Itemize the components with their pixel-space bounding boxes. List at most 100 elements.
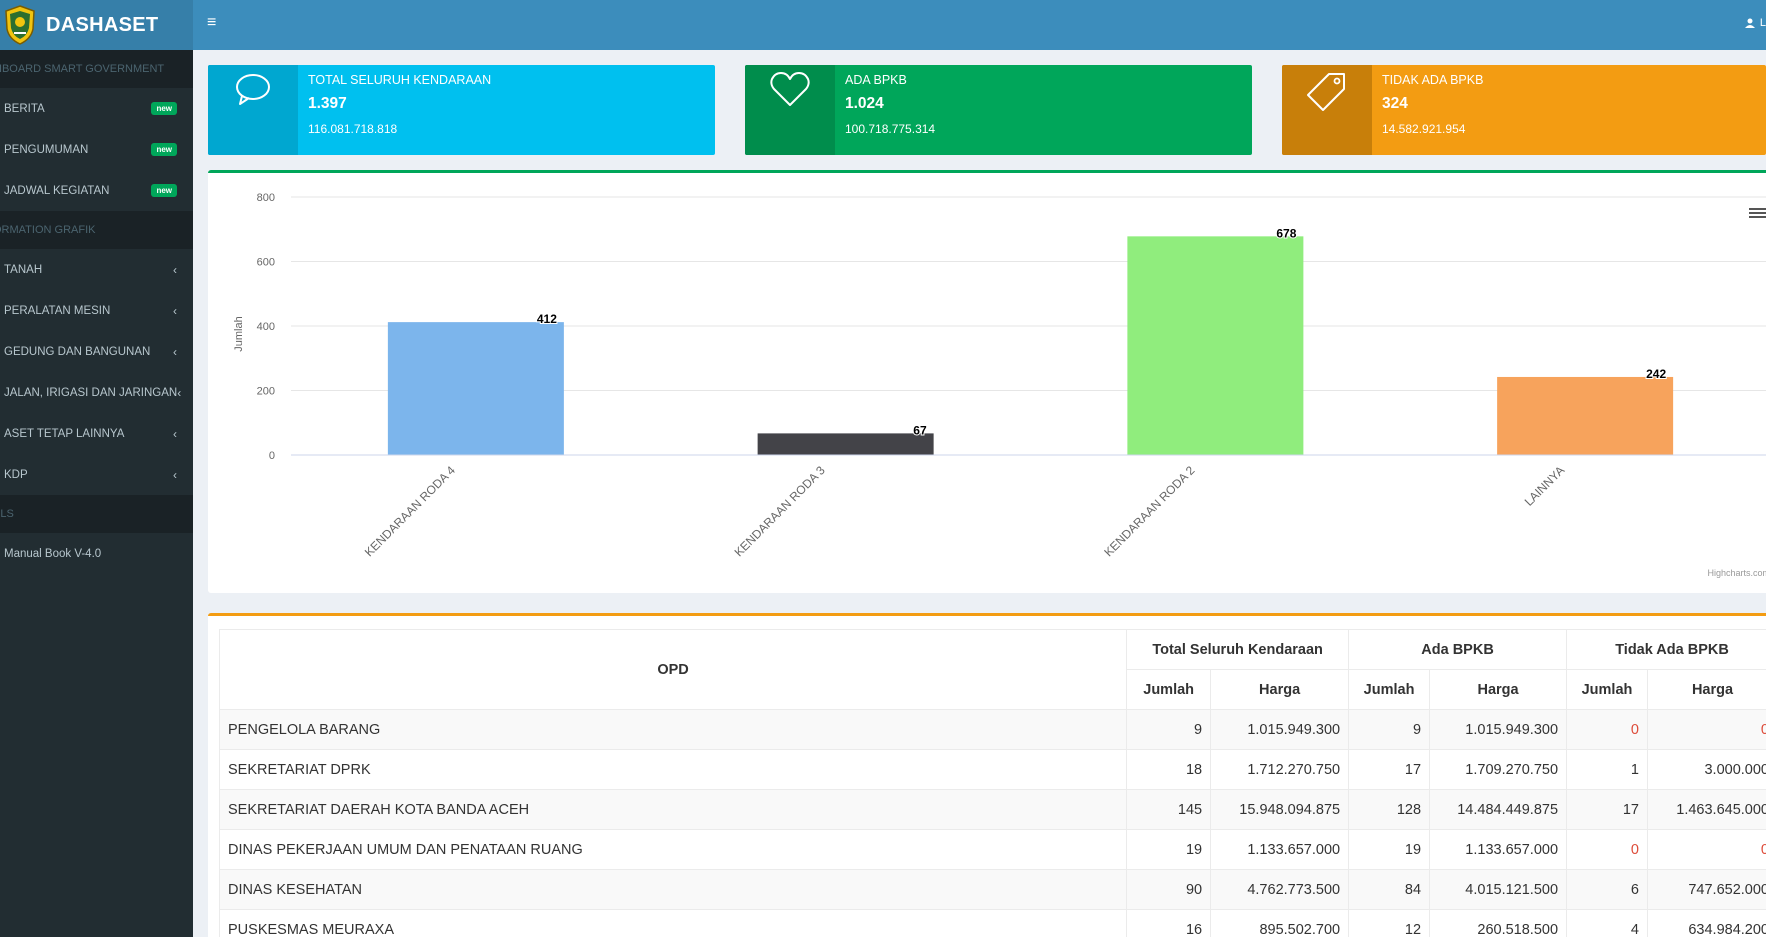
tidak-harga-cell: 3.000.000 <box>1646 749 1766 790</box>
opd-cell: SEKRETARIAT DAERAH KOTA BANDA ACEH <box>218 789 1128 830</box>
table-panel: OPD Total Seluruh Kendaraan Ada BPKB Tid… <box>208 613 1766 937</box>
total-harga-cell: 1.712.270.750 <box>1210 749 1350 790</box>
sidebar-item-gedung-dan-bangunan[interactable]: GEDUNG DAN BANGUNAN ‹ <box>0 331 193 372</box>
data-label: 678 <box>1276 226 1296 240</box>
sidebar-item-label: Manual Book V-4.0 <box>4 547 102 560</box>
sidebar-item-tanah[interactable]: TANAH ‹ <box>0 249 193 290</box>
table-row: DINAS PEKERJAAN UMUM DAN PENATAAN RUANG 1… <box>218 829 1766 870</box>
x-tick-label: LAINNYA <box>1522 463 1568 509</box>
sidebar-item-manual-book[interactable]: Manual Book V-4.0 <box>0 533 193 574</box>
ada-harga-cell: 260.518.500 <box>1429 909 1568 937</box>
group-header-total: Total Seluruh Kendaraan <box>1126 629 1350 670</box>
chevron-left-icon: ‹ <box>173 344 177 359</box>
chart-menu-icon[interactable] <box>1749 208 1766 218</box>
info-box-title: TOTAL SELURUH KENDARAAN <box>308 73 492 87</box>
total-jumlah-cell: 19 <box>1126 829 1212 870</box>
info-box-count: 1.397 <box>308 95 347 112</box>
table-row: DINAS KESEHATAN 90 4.762.773.500 84 4.015.12… <box>218 869 1766 910</box>
ada-jumlah-cell: 17 <box>1348 749 1431 790</box>
info-box-price: 14.582.921.954 <box>1382 122 1466 136</box>
group-header-ada-bpkb: Ada BPKB <box>1348 629 1568 670</box>
info-box-tidak-ada-bpkb: TIDAK ADA BPKB 324 14.582.921.954 <box>1282 65 1766 155</box>
chevron-left-icon: ‹ <box>173 426 177 441</box>
bar-kendaraan-roda-3 <box>757 433 934 455</box>
opd-cell: DINAS PEKERJAAN UMUM DAN PENATAAN RUANG <box>218 829 1128 870</box>
info-box-content: TOTAL SELURUH KENDARAAN 1.397 116.081.71… <box>298 65 501 155</box>
info-box-ada-bpkb: ADA BPKB 1.024 100.718.775.314 <box>745 65 1252 155</box>
tidak-jumlah-cell: 1 <box>1566 749 1648 790</box>
opd-kendaraan-table: OPD Total Seluruh Kendaraan Ada BPKB Tid… <box>218 629 1766 937</box>
new-badge: new <box>151 143 177 156</box>
heart-icon <box>770 72 810 106</box>
sidebar-item-label: JALAN, IRIGASI DAN JARINGAN <box>4 386 178 399</box>
opd-cell: DINAS KESEHATAN <box>218 869 1128 910</box>
total-harga-cell: 15.948.094.875 <box>1210 789 1350 830</box>
sidebar-item-label: JADWAL KEGIATAN <box>4 184 110 197</box>
user-icon <box>1744 18 1755 29</box>
data-label: 67 <box>913 423 927 437</box>
brand-logo[interactable]: DASHASET <box>0 0 193 50</box>
sidebar-item-berita[interactable]: BERITA new <box>0 88 193 129</box>
sidebar-item-peralatan-mesin[interactable]: PERALATAN MESIN ‹ <box>0 290 193 331</box>
tidak-jumlah-cell: 0 <box>1566 709 1648 750</box>
bar-lainnya <box>1497 376 1674 455</box>
info-box-content: TIDAK ADA BPKB 324 14.582.921.954 <box>1372 65 1493 155</box>
ada-harga-cell: 1.015.949.300 <box>1429 709 1568 750</box>
y-tick-label: 0 <box>269 450 275 462</box>
comment-icon <box>236 74 270 105</box>
chart-panel: 0 200 400 600 800 Jumlah 412 KENDARAAN RODA 4 67… <box>208 170 1766 593</box>
sidebar-item-jalan-irigasi[interactable]: JALAN, IRIGASI DAN JARINGAN ‹ <box>0 372 193 413</box>
sidebar-item-label: KDP <box>4 468 28 481</box>
top-navbar: ≡ L <box>193 0 1766 50</box>
info-box-price: 116.081.718.818 <box>308 122 398 136</box>
total-jumlah-cell: 145 <box>1126 789 1212 830</box>
info-box-count: 1.024 <box>845 95 884 112</box>
ada-jumlah-cell: 9 <box>1348 709 1431 750</box>
sidebar-item-kdp[interactable]: KDP ‹ <box>0 454 193 495</box>
tidak-harga-cell: 747.652.000 <box>1646 869 1766 910</box>
info-box-title: ADA BPKB <box>845 73 907 87</box>
info-box-content: ADA BPKB 1.024 100.718.775.314 <box>835 65 945 155</box>
total-jumlah-cell: 9 <box>1126 709 1212 750</box>
city-emblem-icon <box>5 5 35 45</box>
y-tick-label: 600 <box>257 257 275 269</box>
info-box-count: 324 <box>1382 95 1408 112</box>
chevron-left-icon: ‹ <box>173 303 177 318</box>
ada-jumlah-cell: 128 <box>1348 789 1431 830</box>
ada-jumlah-cell: 84 <box>1348 869 1431 910</box>
sidebar-item-pengumuman[interactable]: PENGUMUMAN new <box>0 129 193 170</box>
table-row: PENGELOLA BARANG 9 1.015.949.300 9 1.015.949… <box>218 709 1766 750</box>
tidak-jumlah-cell: 17 <box>1566 789 1648 830</box>
col-header-harga: Harga <box>1646 669 1766 710</box>
info-box-price: 100.718.775.314 <box>845 122 936 136</box>
col-header-jumlah: Jumlah <box>1126 669 1212 710</box>
data-label: 242 <box>1646 367 1666 381</box>
y-axis-title: Jumlah <box>233 316 245 351</box>
info-box-icon <box>745 65 835 155</box>
sidebar-item-label: PENGUMUMAN <box>4 143 89 156</box>
total-jumlah-cell: 16 <box>1126 909 1212 937</box>
total-harga-cell: 4.762.773.500 <box>1210 869 1350 910</box>
ada-harga-cell: 1.709.270.750 <box>1429 749 1568 790</box>
total-harga-cell: 1.133.657.000 <box>1210 829 1350 870</box>
sidebar-header-dashboard: HBOARD SMART GOVERNMENT <box>0 50 193 88</box>
col-header-harga: Harga <box>1429 669 1568 710</box>
sidebar-item-aset-tetap-lainnya[interactable]: ASET TETAP LAINNYA ‹ <box>0 413 193 454</box>
sidebar-header-information: ORMATION GRAFIK <box>0 211 193 249</box>
ada-harga-cell: 4.015.121.500 <box>1429 869 1568 910</box>
new-badge: new <box>151 184 177 197</box>
sidebar-item-label: BERITA <box>4 102 45 115</box>
ada-harga-cell: 1.133.657.000 <box>1429 829 1568 870</box>
chevron-left-icon: ‹ <box>177 385 182 400</box>
user-menu[interactable]: L <box>1744 17 1766 29</box>
info-box-title: TIDAK ADA BPKB <box>1382 73 1484 87</box>
hamburger-menu-icon[interactable]: ≡ <box>207 14 217 31</box>
col-header-harga: Harga <box>1210 669 1350 710</box>
opd-cell: PUSKESMAS MEURAXA <box>218 909 1128 937</box>
chevron-left-icon: ‹ <box>173 262 177 277</box>
tidak-harga-cell: 0 <box>1646 709 1766 750</box>
chart-credits: Highcharts.com <box>1707 568 1766 578</box>
sidebar-item-jadwal-kegiatan[interactable]: JADWAL KEGIATAN new <box>0 170 193 211</box>
x-tick-label: KENDARAAN RODA 3 <box>732 463 828 559</box>
table-row: PUSKESMAS MEURAXA 16 895.502.700 12 260.518.… <box>218 909 1766 937</box>
